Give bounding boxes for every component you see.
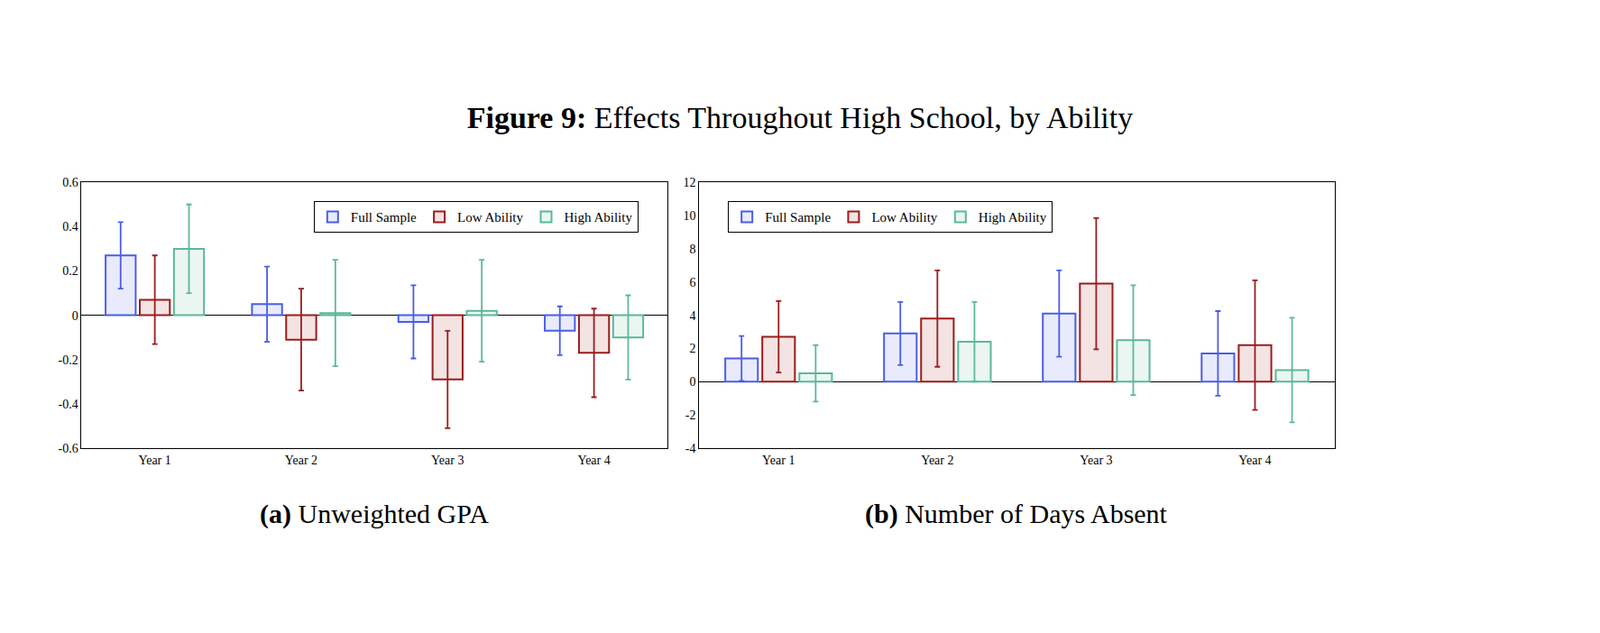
svg-text:High Ability: High Ability [978,210,1048,225]
svg-text:Low Ability: Low Ability [871,210,938,225]
svg-text:Year 3: Year 3 [1079,453,1113,468]
svg-text:(b) Number of Days Absent: (b) Number of Days Absent [864,498,1168,530]
svg-text:0: 0 [72,308,79,322]
svg-text:-0.6: -0.6 [58,441,79,456]
svg-text:0.6: 0.6 [62,175,79,190]
svg-text:6: 6 [689,275,696,290]
svg-text:2: 2 [689,341,696,356]
svg-text:0.4: 0.4 [62,220,79,234]
svg-text:4: 4 [689,308,696,322]
svg-text:-0.2: -0.2 [58,353,79,368]
svg-text:-2: -2 [685,408,697,423]
svg-text:Year 3: Year 3 [431,453,464,468]
svg-text:8: 8 [689,242,696,257]
svg-text:Year 1: Year 1 [137,453,171,468]
svg-text:Figure 9: Effects Throughout H: Figure 9: Effects Throughout High School… [467,101,1134,135]
svg-text:-4: -4 [685,441,697,456]
svg-text:Low Ability: Low Ability [457,210,524,225]
svg-text:Year 4: Year 4 [1238,453,1271,468]
svg-text:Full Sample: Full Sample [764,210,831,225]
svg-text:12: 12 [682,175,696,190]
svg-text:0: 0 [689,375,696,389]
svg-text:-0.4: -0.4 [58,397,79,412]
svg-text:Year 2: Year 2 [920,453,954,468]
svg-text:Year 2: Year 2 [285,453,318,468]
svg-text:High Ability: High Ability [564,210,634,225]
svg-text:(a) Unweighted GPA: (a) Unweighted GPA [259,498,489,530]
svg-text:Full Sample: Full Sample [350,210,417,225]
svg-text:Year 1: Year 1 [762,453,795,468]
svg-text:0.2: 0.2 [62,264,79,278]
svg-text:Year 4: Year 4 [577,453,610,468]
svg-text:10: 10 [682,209,696,223]
